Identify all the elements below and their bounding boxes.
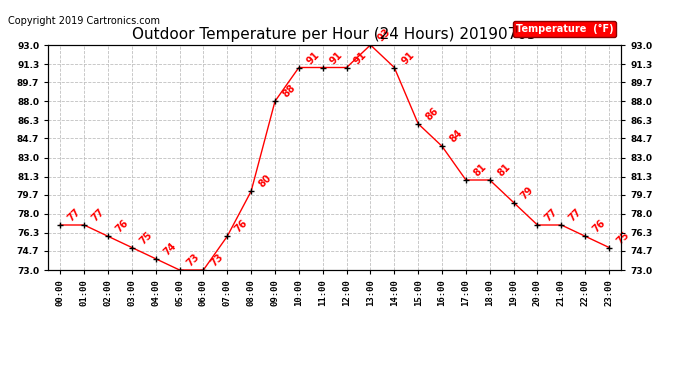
Text: 76: 76 — [233, 218, 250, 235]
Text: 77: 77 — [66, 207, 82, 224]
Text: 76: 76 — [114, 218, 130, 235]
Text: 81: 81 — [495, 162, 512, 178]
Text: 79: 79 — [519, 184, 536, 201]
Text: 77: 77 — [543, 207, 560, 224]
Text: 73: 73 — [209, 252, 226, 268]
Text: 75: 75 — [137, 230, 154, 246]
Text: 76: 76 — [591, 218, 607, 235]
Text: 81: 81 — [471, 162, 488, 178]
Text: 91: 91 — [328, 50, 345, 66]
Title: Outdoor Temperature per Hour (24 Hours) 20190705: Outdoor Temperature per Hour (24 Hours) … — [132, 27, 537, 42]
Text: 80: 80 — [257, 173, 273, 190]
Text: 91: 91 — [400, 50, 417, 66]
Text: 77: 77 — [567, 207, 584, 224]
Text: Copyright 2019 Cartronics.com: Copyright 2019 Cartronics.com — [8, 16, 160, 26]
Text: 93: 93 — [376, 27, 393, 44]
Text: 73: 73 — [185, 252, 201, 268]
Text: 91: 91 — [352, 50, 368, 66]
Text: 84: 84 — [448, 128, 464, 145]
Text: 77: 77 — [90, 207, 106, 224]
Text: 86: 86 — [424, 106, 440, 122]
Text: 91: 91 — [304, 50, 321, 66]
Text: 75: 75 — [615, 230, 631, 246]
Text: 88: 88 — [281, 83, 297, 100]
Legend: Temperature  (°F): Temperature (°F) — [513, 21, 616, 36]
Text: 74: 74 — [161, 241, 178, 257]
